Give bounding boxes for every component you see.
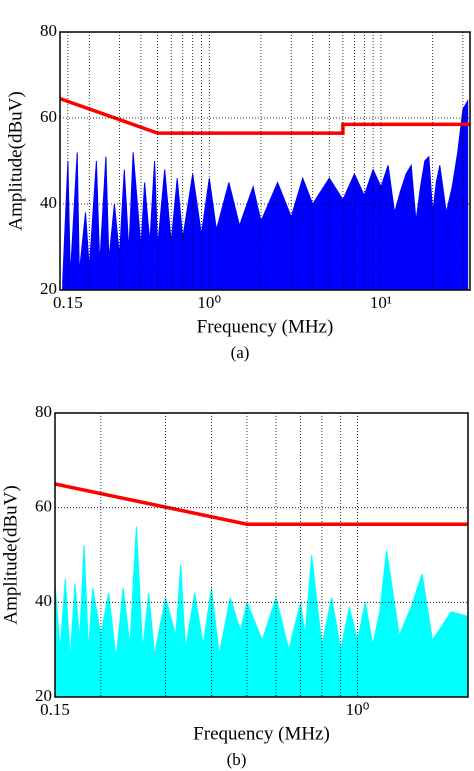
caption: (b) bbox=[227, 750, 247, 769]
y-tick-label: 40 bbox=[40, 193, 57, 212]
x-tick-label: 10¹ bbox=[370, 293, 392, 312]
limit-line bbox=[55, 482, 468, 526]
y-axis-label: Amplitude(dBuV) bbox=[0, 485, 21, 624]
spectrum-area bbox=[62, 98, 469, 290]
plot-frame bbox=[54, 412, 469, 698]
y-tick-label: 80 bbox=[40, 21, 57, 40]
x-axis-label: Frequency (MHz) bbox=[193, 723, 330, 744]
x-tick-label: 0.15 bbox=[40, 700, 70, 719]
x-axis-label: Frequency (MHz) bbox=[197, 316, 334, 337]
y-tick-label: 40 bbox=[35, 591, 52, 610]
spectrum-area bbox=[55, 526, 468, 697]
y-tick-label: 60 bbox=[35, 497, 52, 516]
plot-frame bbox=[59, 31, 471, 291]
caption: (a) bbox=[231, 343, 250, 362]
y-tick-label: 20 bbox=[40, 279, 57, 298]
y-tick-label: 80 bbox=[35, 402, 52, 421]
y-tick-label: 60 bbox=[40, 107, 57, 126]
x-tick-label: 10⁰ bbox=[197, 293, 221, 312]
x-tick-label: 0.15 bbox=[53, 293, 83, 312]
x-tick-label: 10⁰ bbox=[346, 700, 370, 719]
y-axis-label: Amplitude(dBuV) bbox=[5, 91, 26, 230]
limit-line bbox=[60, 97, 470, 135]
y-tick-label: 20 bbox=[35, 686, 52, 705]
